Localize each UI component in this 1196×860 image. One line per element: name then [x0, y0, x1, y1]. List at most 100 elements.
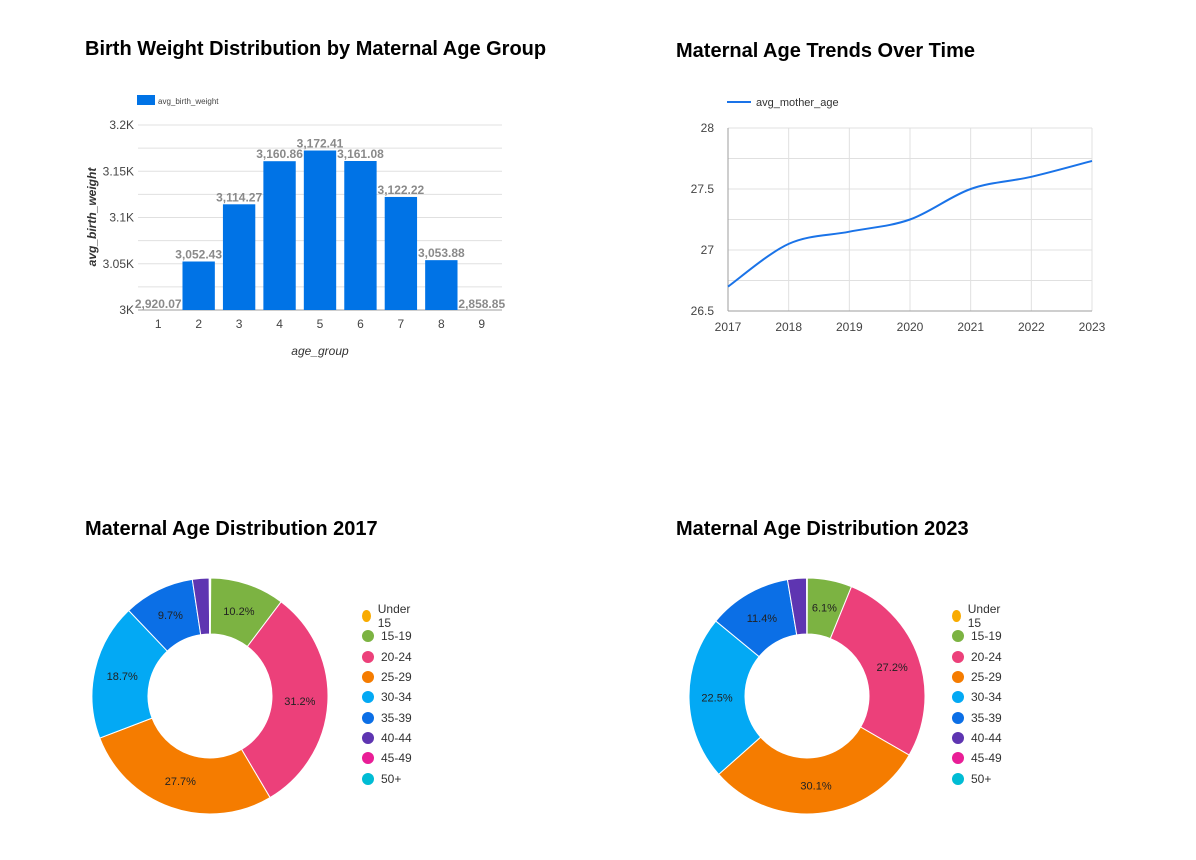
- legend-swatch: [952, 752, 964, 765]
- x-tick-label: 2021: [957, 320, 984, 334]
- x-tick-label: 2022: [1018, 320, 1045, 334]
- legend-label: 30-34: [971, 690, 1002, 705]
- slice-label: 18.7%: [107, 671, 138, 683]
- bar-data-label: 3,122.22: [378, 183, 425, 197]
- legend-item: 25-29: [952, 667, 1004, 687]
- x-tick-label: 3: [236, 317, 243, 331]
- legend-swatch: [952, 650, 964, 663]
- legend-label: 50+: [381, 771, 402, 786]
- legend-label: 45-49: [971, 751, 1002, 766]
- legend-label: avg_mother_age: [756, 97, 839, 109]
- x-tick-label: 2020: [897, 320, 924, 334]
- slice-label: 31.2%: [284, 696, 315, 708]
- pie-2017-title: Maternal Age Distribution 2017: [85, 518, 378, 540]
- legend-label: 50+: [971, 771, 992, 786]
- bar: [263, 161, 296, 310]
- slice-label: 22.5%: [701, 693, 732, 705]
- legend-label: 15-19: [971, 629, 1002, 644]
- legend-swatch: [362, 691, 374, 704]
- bar-chart: 3K 3.05K 3.1K 3.15K 3.2K avg_birth_weight age_…: [85, 95, 505, 358]
- x-tick-label: 7: [398, 317, 405, 331]
- x-tick-label: 8: [438, 317, 445, 331]
- slice-label: 6.1%: [812, 603, 837, 615]
- legend-label: 20-24: [971, 649, 1002, 664]
- bar: [344, 161, 377, 310]
- x-tick-label: 6: [357, 317, 364, 331]
- x-tick-label: 2: [195, 317, 202, 331]
- y-tick-label: 3K: [119, 303, 134, 317]
- legend-item: Under 15: [952, 602, 1004, 630]
- legend-swatch: [362, 650, 374, 663]
- y-tick-label: 3.2K: [109, 118, 134, 132]
- slice-label: 30.1%: [800, 781, 831, 793]
- donut-slice: [99, 717, 271, 815]
- bar-chart-title: Birth Weight Distribution by Maternal Ag…: [85, 38, 547, 60]
- x-axis-label: age_group: [291, 344, 349, 358]
- legend-swatch: [137, 95, 155, 105]
- legend-swatch: [952, 610, 961, 623]
- legend-label: Under 15: [967, 602, 1001, 631]
- legend-swatch: [952, 691, 964, 704]
- legend-swatch: [952, 772, 964, 785]
- legend-label: avg_birth_weight: [158, 97, 219, 106]
- bar: [425, 260, 458, 310]
- legend-item: 35-39: [362, 707, 414, 727]
- legend-label: 25-29: [971, 670, 1002, 685]
- legend-item: 50+: [952, 768, 1004, 788]
- bar-data-label: 3,161.08: [337, 147, 384, 161]
- y-tick-label: 3.15K: [103, 164, 134, 178]
- donut-slice: [718, 726, 910, 815]
- pie-2017-legend: Under 15 15-19 20-24 25-29 30-34 35-39 40-44 45…: [362, 602, 414, 789]
- legend-item: Under 15: [362, 602, 414, 630]
- slice-label: 9.7%: [158, 610, 183, 622]
- slice-label: 10.2%: [223, 606, 254, 618]
- legend-item: 30-34: [362, 687, 414, 707]
- donut-slice: [240, 601, 329, 799]
- pie-2023-title: Maternal Age Distribution 2023: [676, 518, 969, 540]
- y-axis-label: avg_birth_weight: [85, 167, 99, 267]
- legend-item: 15-19: [362, 626, 414, 646]
- y-tick-label: 27.5: [691, 182, 715, 196]
- donut-slice: [829, 586, 926, 756]
- bar-data-label: 2,858.85: [458, 297, 505, 311]
- bar: [222, 204, 256, 310]
- legend-label: Under 15: [377, 602, 411, 631]
- line-chart-title: Maternal Age Trends Over Time: [676, 40, 975, 62]
- bar-data-label: 2,920.07: [135, 297, 182, 311]
- legend-item: 20-24: [362, 647, 414, 667]
- x-tick-label: 4: [276, 317, 283, 331]
- y-tick-label: 3.05K: [103, 257, 134, 271]
- legend-swatch: [362, 752, 374, 765]
- x-tick-label: 1: [155, 317, 162, 331]
- y-tick-label: 28: [701, 121, 715, 135]
- donut-slice: [208, 577, 211, 635]
- x-tick-label: 2019: [836, 320, 863, 334]
- legend-label: 40-44: [971, 730, 1002, 745]
- pie-2023-chart: 6.1% 27.2% 30.1% 22.5% 11.4%: [688, 577, 926, 815]
- series-line: [727, 159, 1093, 288]
- legend-item: 35-39: [952, 707, 1004, 727]
- x-tick-label: 5: [317, 317, 324, 331]
- legend-label: 40-44: [381, 730, 412, 745]
- y-tick-label: 27: [701, 243, 715, 257]
- x-tick-label: 9: [478, 317, 485, 331]
- bar-data-label: 3,114.27: [216, 190, 262, 204]
- legend-item: 15-19: [952, 626, 1004, 646]
- pie-2017-chart: 10.2% 31.2% 27.7% 18.7% 9.7%: [91, 577, 329, 815]
- bar: [182, 261, 215, 310]
- bar-data-label: 3,053.88: [418, 246, 465, 260]
- legend-label: 35-39: [381, 710, 412, 725]
- bar: [303, 150, 337, 310]
- x-tick-label: 2023: [1079, 320, 1106, 334]
- y-tick-label: 3.1K: [109, 211, 134, 225]
- legend-swatch: [362, 731, 374, 744]
- bar-data-label: 3,172.41: [297, 137, 344, 151]
- legend-item: 50+: [362, 768, 414, 788]
- legend-label: 20-24: [381, 649, 412, 664]
- legend-item: 30-34: [952, 687, 1004, 707]
- legend-item: 20-24: [952, 647, 1004, 667]
- legend-item: 45-49: [952, 748, 1004, 768]
- legend-label: 25-29: [381, 670, 412, 685]
- line-chart: 26.5 27 27.5 28 2017 2018 2019 2020 2021 2022 2023…: [691, 97, 1106, 334]
- legend-swatch: [362, 671, 374, 684]
